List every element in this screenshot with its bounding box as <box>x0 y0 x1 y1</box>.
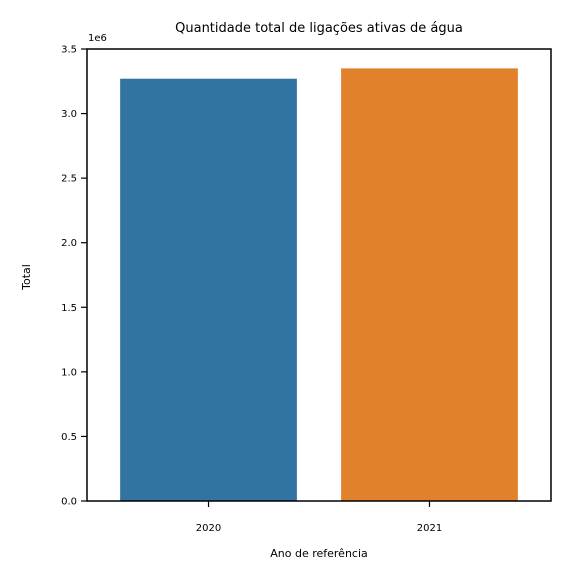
y-axis: 0.0 0.5 1.0 1.5 2.0 2.5 3.0 3.5 <box>61 45 87 508</box>
bar-2021 <box>341 68 518 501</box>
y-tick-label: 0.0 <box>61 497 77 508</box>
x-tick-label: 2020 <box>196 523 221 534</box>
chart-title: Quantidade total de ligações ativas de á… <box>175 21 463 36</box>
x-tick-label: 2021 <box>417 523 442 534</box>
y-tick-label: 2.0 <box>61 238 77 249</box>
y-tick-label: 3.5 <box>61 45 77 56</box>
y-tick-label: 1.0 <box>61 367 77 378</box>
y-tick-label: 2.5 <box>61 174 77 185</box>
y-axis-label: Total <box>20 264 33 291</box>
x-axis: 2020 2021 <box>196 501 442 534</box>
y-tick-label: 0.5 <box>61 432 77 443</box>
y-tick-label: 1.5 <box>61 303 77 314</box>
bars-group <box>120 68 518 502</box>
plot-frame <box>86 48 552 502</box>
y-axis-offset-label: 1e6 <box>88 33 107 44</box>
y-tick-label: 3.0 <box>61 109 77 120</box>
x-axis-label: Ano de referência <box>270 547 368 560</box>
bar-2020 <box>120 78 297 502</box>
